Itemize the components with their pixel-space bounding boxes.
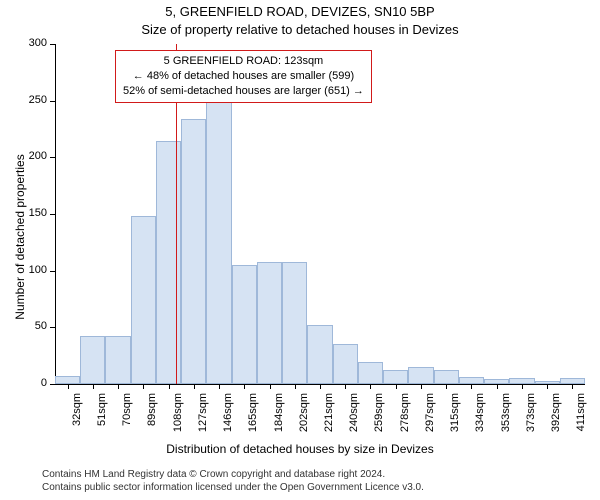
y-tick [50,271,55,272]
x-tick [118,384,119,389]
x-tick [270,384,271,389]
attribution-line: Contains HM Land Registry data © Crown c… [42,468,424,481]
x-axis-label: Distribution of detached houses by size … [0,442,600,456]
chart-plot-area: 05010015020025030032sqm51sqm70sqm89sqm10… [55,44,585,384]
x-tick [244,384,245,389]
x-tick [547,384,548,389]
y-tick [50,384,55,385]
annotation-box: 5 GREENFIELD ROAD: 123sqm← 48% of detach… [115,50,372,103]
x-tick [446,384,447,389]
histogram-bar [408,367,433,384]
histogram-bar [206,79,231,384]
x-tick [295,384,296,389]
histogram-bar [282,262,307,384]
histogram-bar [307,325,332,384]
histogram-bar [80,336,105,384]
attribution-line: Contains public sector information licen… [42,481,424,494]
x-tick [370,384,371,389]
x-tick [194,384,195,389]
y-tick-label: 0 [17,377,47,389]
histogram-bar [156,141,181,384]
y-tick [50,214,55,215]
annotation-line: 5 GREENFIELD ROAD: 123sqm [123,54,364,69]
x-tick [219,384,220,389]
histogram-bar [383,370,408,384]
annotation-line: ← 48% of detached houses are smaller (59… [123,69,364,84]
x-tick [143,384,144,389]
x-tick [572,384,573,389]
x-tick [471,384,472,389]
x-tick [396,384,397,389]
page-title: 5, GREENFIELD ROAD, DEVIZES, SN10 5BP [0,4,600,19]
histogram-bar [358,362,383,384]
histogram-bar [181,119,206,384]
y-tick-label: 200 [17,150,47,162]
y-tick-label: 100 [17,264,47,276]
y-axis-label: Number of detached properties [13,137,27,337]
x-tick [497,384,498,389]
histogram-bar [459,377,484,384]
y-tick [50,327,55,328]
annotation-line: 52% of semi-detached houses are larger (… [123,84,364,99]
y-tick [50,101,55,102]
attribution-text: Contains HM Land Registry data © Crown c… [42,468,424,494]
x-tick [345,384,346,389]
histogram-bar [257,262,282,384]
y-tick-label: 250 [17,94,47,106]
y-tick-label: 150 [17,207,47,219]
x-tick [169,384,170,389]
y-axis-line [55,44,56,384]
x-tick [320,384,321,389]
histogram-bar [434,370,459,384]
x-tick [522,384,523,389]
histogram-bar [131,216,156,384]
y-tick-label: 300 [17,37,47,49]
histogram-bar [333,344,358,384]
x-tick [421,384,422,389]
y-tick [50,44,55,45]
x-tick [68,384,69,389]
page-subtitle: Size of property relative to detached ho… [0,22,600,37]
x-tick [93,384,94,389]
histogram-bar [55,376,80,384]
histogram-bar [105,336,130,384]
y-tick [50,157,55,158]
y-tick-label: 50 [17,320,47,332]
histogram-bar [232,265,257,384]
